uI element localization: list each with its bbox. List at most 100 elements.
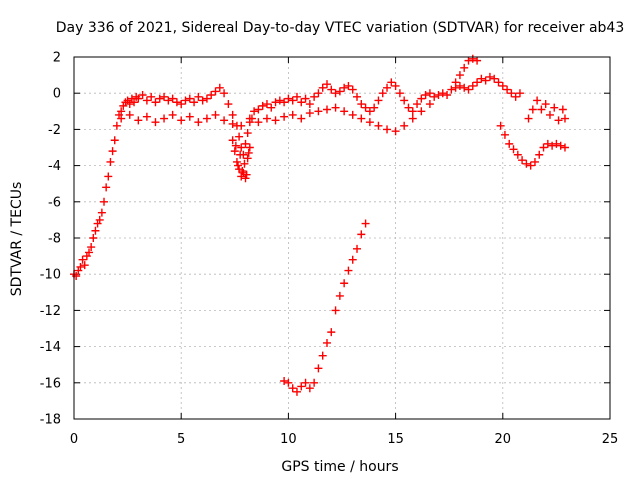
data-point-main	[348, 85, 357, 94]
y-tick-label: 2	[53, 51, 61, 66]
data-point-late-upper	[537, 105, 546, 114]
data-point-main	[91, 226, 100, 235]
data-point-main	[400, 96, 409, 105]
data-point-lower-band	[160, 114, 169, 123]
data-point-main	[485, 72, 494, 81]
data-point-main	[211, 87, 220, 96]
data-point-late-dip	[526, 161, 535, 170]
data-point-main	[447, 85, 456, 94]
data-point-main	[378, 89, 387, 98]
x-axis-label: GPS time / hours	[281, 459, 398, 475]
data-point-deep-segment	[284, 378, 293, 387]
data-point-late-upper	[528, 105, 537, 114]
data-point-main	[357, 100, 366, 109]
y-tick-label: -18	[40, 413, 61, 428]
data-point-lower-band	[305, 109, 314, 118]
data-point-lower-band	[348, 110, 357, 119]
data-point-main	[125, 100, 134, 109]
data-point-main	[181, 96, 190, 105]
data-point-main	[262, 100, 271, 109]
data-points	[70, 54, 569, 396]
data-point-main	[267, 103, 276, 112]
data-point-main	[335, 87, 344, 96]
data-point-main	[138, 91, 147, 100]
data-point-main	[190, 98, 199, 107]
data-point-main	[417, 94, 426, 103]
data-point-main	[464, 85, 473, 94]
data-point-main	[322, 80, 331, 89]
data-point-main	[220, 89, 229, 98]
data-point-main	[177, 100, 186, 109]
data-point-main	[78, 255, 87, 264]
data-point-lower-band	[194, 118, 203, 127]
y-axis-label: SDTVAR / TECUs	[9, 182, 25, 297]
data-point-main	[172, 98, 181, 107]
chart-title: Day 336 of 2021, Sidereal Day-to-day VTE…	[56, 20, 625, 36]
data-point-main	[241, 139, 250, 148]
data-point-lower-band	[322, 105, 331, 114]
data-point-main	[327, 85, 336, 94]
data-point-main	[374, 96, 383, 105]
data-point-main	[331, 89, 340, 98]
data-point-dip-scatter	[244, 148, 253, 157]
data-point-main	[147, 92, 156, 101]
data-point-dip-scatter	[236, 150, 245, 159]
data-point-lower-band	[245, 114, 254, 123]
data-point-main	[207, 91, 216, 100]
data-point-main	[365, 107, 374, 116]
data-point-late-upper	[560, 114, 569, 123]
data-point-main	[254, 105, 263, 114]
data-point-lower-band	[340, 107, 349, 116]
data-point-deep-segment	[353, 244, 362, 253]
data-point-upper-arc	[455, 71, 464, 80]
y-tick-label: -8	[48, 232, 61, 247]
data-point-dip-scatter	[231, 141, 240, 150]
y-tick-label: -4	[48, 159, 61, 174]
data-point-main	[301, 94, 310, 103]
data-point-main	[97, 208, 106, 217]
data-point-lower-band	[417, 107, 426, 116]
data-point-main	[515, 89, 524, 98]
data-point-dip-scatter	[241, 174, 250, 183]
data-point-upper-arc	[451, 78, 460, 87]
data-point-dip-scatter	[238, 167, 247, 176]
data-point-dip-scatter	[240, 159, 249, 168]
data-point-main	[413, 100, 422, 109]
data-point-main	[87, 243, 96, 252]
data-point-main	[194, 92, 203, 101]
data-point-dip-scatter	[242, 170, 251, 179]
data-point-late-upper	[545, 110, 554, 119]
data-point-main	[151, 98, 160, 107]
data-point-dip-scatter	[232, 157, 241, 166]
data-point-lower-band	[425, 100, 434, 109]
data-point-deep-segment	[305, 384, 314, 393]
y-tick-label: -14	[40, 340, 61, 355]
data-point-lower-band	[391, 127, 400, 136]
x-tick-label: 15	[387, 432, 404, 447]
data-point-main	[310, 92, 319, 101]
data-point-lower-band	[142, 112, 151, 121]
x-tick-label: 0	[70, 432, 78, 447]
data-point-upper-arc	[464, 56, 473, 65]
data-point-upper-arc	[473, 56, 482, 65]
data-point-main	[80, 261, 89, 270]
x-tick-label: 5	[177, 432, 185, 447]
data-point-lower-band	[408, 114, 417, 123]
data-point-lower-band	[168, 110, 177, 119]
data-point-deep-segment	[357, 230, 366, 239]
data-point-late-dip	[548, 141, 557, 150]
y-tick-label: -10	[40, 268, 61, 283]
data-point-main	[250, 107, 259, 116]
data-point-deep-segment	[292, 387, 301, 396]
grid-lines	[74, 57, 610, 419]
data-point-lower-band	[400, 121, 409, 130]
data-point-main	[370, 103, 379, 112]
data-point-main	[490, 74, 499, 83]
data-point-main	[477, 74, 486, 83]
y-tick-label: 0	[53, 87, 61, 102]
data-point-main	[155, 94, 164, 103]
data-point-main	[102, 183, 111, 192]
data-point-main	[142, 96, 151, 105]
data-point-late-dip	[535, 150, 544, 159]
data-point-main	[76, 262, 85, 271]
